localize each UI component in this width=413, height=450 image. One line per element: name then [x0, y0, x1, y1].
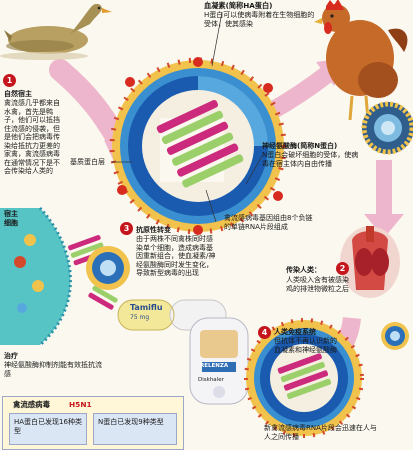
- na-description: N蛋白会破坏细胞的受体，使病毒在宿主体内自由传播: [262, 151, 359, 168]
- step-1-title: 自然宿主: [4, 90, 32, 98]
- step-3-description: 由于两株不同禽株同时感染单个细胞，造成病毒基因重新组合，使血凝素/神经氨酸酶同时…: [136, 235, 216, 277]
- step-2-badge: 2: [336, 262, 349, 275]
- treatment-title: 治疗: [4, 352, 18, 360]
- new-virus-note: 新禽流感病毒RNA片段会迅速在人与人之间传播: [264, 424, 377, 441]
- relenza-maker: RELENZA: [200, 363, 229, 369]
- arrow-down-to-human: [376, 160, 392, 218]
- treatment-description: 神经氨酸酶抑制剂能有效抵抗流感: [4, 361, 102, 378]
- hen-illustration: [314, 0, 408, 121]
- legend-n-cell: N蛋白已发现9种类型: [93, 413, 177, 445]
- pointer-rna: [205, 189, 217, 223]
- tamiflu-brand: Tamiflu: [130, 303, 163, 312]
- step-1-badge: 1: [3, 74, 16, 87]
- small-virus-bottom-right: [381, 322, 409, 350]
- ha-label: 血凝素(简称HA蛋白): [204, 1, 273, 10]
- step-1-description: 禽流感几乎都来自水禽，首先是鸭子，他们可以抵挡住流感的侵袭，但是他们会把病毒传染…: [4, 99, 60, 175]
- legend-ha-cell: HA蛋白已发现16种类型: [9, 413, 87, 445]
- arrow-virus-to-hen: [265, 64, 336, 120]
- duck-illustration: [0, 3, 112, 60]
- arrow-duck-to-virus: [49, 59, 129, 151]
- legend-title-code: H5N1: [69, 400, 92, 409]
- new-human-virus-particle: [244, 318, 364, 438]
- step-4-title: 人类免疫系统: [274, 328, 316, 336]
- host-cell-label: 宿主细胞: [4, 210, 18, 227]
- step-3-badge: 3: [120, 222, 133, 235]
- step-4-badge: 4: [258, 326, 271, 339]
- legend-title-prefix: 禽流感病毒: [13, 400, 50, 409]
- legend-n-types: N蛋白已发现9种类型: [98, 418, 164, 426]
- small-virus-icon: [361, 101, 413, 155]
- main-virus-particle: [109, 57, 287, 235]
- legend-ha-types: HA蛋白已发现16种类型: [14, 418, 82, 435]
- rna-label: 禽流感病毒基因组由8个负链的单链RNA片段组成: [224, 214, 313, 231]
- relenza-device: Diskhaler: [198, 377, 224, 383]
- arrow-down-to-human-head: [364, 214, 404, 238]
- host-cell-illustration: [0, 206, 130, 347]
- step-2-description: 人类吸入含有被感染鸡的排泄物微粒之后: [286, 276, 349, 293]
- tamiflu-dose: 75 mg: [130, 314, 150, 321]
- step-2-title: 传染人类：: [286, 266, 321, 274]
- na-label: 神经氨酸酶(简称N蛋白): [262, 142, 338, 150]
- pointer-ha: [211, 11, 223, 67]
- pointer-na: [245, 155, 263, 185]
- step-3-title: 抗原性转变: [136, 226, 171, 234]
- human-body-illustration: [340, 226, 400, 298]
- ha-description: H蛋白可以使病毒附着在生物细胞的受体，使其感染: [204, 11, 315, 28]
- step-4-description: 但抗体不再认识新的血凝素和神经氨酸酶: [274, 337, 337, 354]
- h5n1-legend-box: 禽流感病毒 H5N1 HA蛋白已发现16种类型 N蛋白已发现9种类型: [2, 396, 184, 450]
- relenza-diskhaler: [189, 317, 249, 405]
- matrix-label: 基质蛋白层: [70, 158, 105, 166]
